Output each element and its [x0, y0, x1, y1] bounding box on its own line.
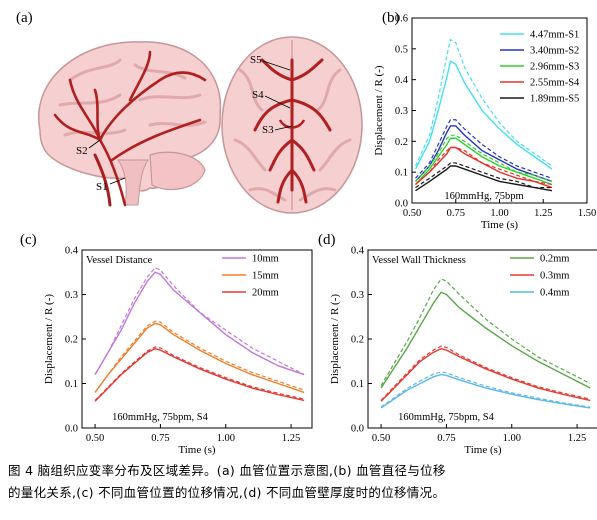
x-tick-label: 0.50	[86, 433, 104, 444]
legend-label: 10mm	[252, 254, 279, 265]
x-tick-label: 0.50	[403, 208, 421, 219]
x-tick-label: 1.00	[490, 208, 508, 219]
x-tick-label: 1.00	[217, 433, 235, 444]
series-line-2	[94, 348, 305, 402]
caption-line-2: 的量化关系,(c) 不同血管位置的位移情况,(d) 不同血管壁厚度时的位移情况。	[8, 485, 446, 500]
series-dashed-line-2	[415, 134, 553, 182]
y-tick-label: 0.0	[395, 199, 408, 210]
axial-brain-image	[221, 36, 363, 214]
y-tick-label: 0.4	[65, 246, 79, 257]
y-tick-label: 0.5	[395, 44, 408, 55]
x-tick-label: 0.50	[372, 433, 390, 444]
x-tick-label: 1.25	[534, 208, 552, 219]
series-dashed-line-0	[380, 278, 591, 387]
x-tick-label: 1.50	[578, 208, 596, 219]
legend-label: 3.40mm-S2	[530, 46, 579, 57]
y-tick-label: 0.6	[395, 14, 408, 25]
legend-label: 0.2mm	[540, 254, 569, 265]
series-line-0	[380, 291, 591, 389]
legend-label: 4.47mm-S1	[530, 30, 579, 41]
chart-annotation: 160mmHg, 75bpm	[444, 191, 523, 202]
chart-d: 0.0 0.1 0.2 0.3 0.4 0.50 0.75 1.00 1.25 Time (s) D…	[329, 246, 597, 456]
y-tick-label: 0.2	[395, 137, 408, 148]
figure-caption: 图 4 脑组织应变率分布及区域差异。(a) 血管位置示意图,(b) 血管直径与位…	[8, 460, 593, 504]
series-dashed-line-1	[94, 320, 305, 393]
label-s4: S4	[252, 89, 264, 101]
x-tick-label: 0.75	[447, 208, 465, 219]
x-tick-label: 1.25	[282, 433, 300, 444]
y-tick-label: 0.1	[65, 379, 78, 390]
sagittal-brain-image	[38, 41, 222, 207]
panel-d-letter: (d)	[318, 232, 336, 248]
series-line-1	[414, 125, 553, 183]
series-line-0	[414, 60, 553, 170]
label-s3: S3	[262, 124, 274, 136]
x-axis-label: Time (s)	[178, 444, 216, 456]
legend-label: 2.55mm-S4	[530, 78, 580, 89]
series-dashed-line-1	[380, 345, 591, 401]
chart-b: 0.0 0.1 0.2 0.3 0.4 0.5 0.6 0.50 0.75 1.00 1.25 1.5…	[373, 14, 596, 232]
y-tick-label: 0.2	[65, 335, 78, 346]
chart-annotation: 160mmHg, 75bpm, S4	[112, 412, 208, 423]
x-axis-label: Time (s)	[464, 444, 502, 456]
panel-a-letter: (a)	[16, 10, 33, 26]
legend-label: 1.89mm-S5	[530, 94, 579, 105]
legend-title: Vessel Wall Thickness	[372, 255, 466, 266]
caption-line-1: 图 4 脑组织应变率分布及区域差异。(a) 血管位置示意图,(b) 血管直径与位…	[8, 463, 446, 478]
y-tick-label: 0.0	[65, 424, 78, 435]
series-dashed-line-2	[94, 346, 305, 401]
y-tick-label: 0.3	[395, 106, 408, 117]
y-tick-label: 0.4	[395, 75, 409, 86]
series-line-1	[380, 348, 591, 402]
x-tick-label: 1.00	[503, 433, 521, 444]
panel-c-letter: (c)	[20, 232, 37, 248]
y-tick-label: 0.1	[351, 379, 364, 390]
legend-label: 15mm	[252, 271, 279, 282]
series-dashed-line-0	[414, 38, 553, 167]
legend-label: 2.96mm-S3	[530, 62, 579, 73]
x-tick-label: 1.25	[568, 433, 586, 444]
legend-title: Vessel Distance	[86, 255, 153, 266]
y-tick-label: 0.0	[351, 424, 364, 435]
y-axis-label: Displacement / R (-)	[329, 294, 341, 384]
panel-b-letter: (b)	[382, 10, 400, 26]
series-dashed-line-0	[94, 267, 305, 376]
y-axis-label: Displacement / R (-)	[373, 65, 385, 155]
x-tick-label: 0.75	[151, 433, 169, 444]
series-line-0	[94, 271, 305, 376]
label-s5: S5	[250, 54, 262, 66]
series-dashed-line-4	[415, 162, 552, 189]
chart-c: 0.0 0.1 0.2 0.3 0.4 0.50 0.75 1.00 1.25 Time (s) D…	[43, 246, 313, 456]
x-axis-label: Time (s)	[481, 219, 519, 231]
series-dashed-line-2	[380, 371, 591, 408]
legend-label: 20mm	[252, 288, 279, 299]
legend-label: 0.3mm	[540, 271, 569, 282]
y-axis-label: Displacement / R (-)	[43, 294, 55, 384]
series-line-1	[94, 322, 305, 394]
x-tick-label: 0.75	[437, 433, 455, 444]
y-tick-label: 0.1	[395, 168, 408, 179]
y-tick-label: 0.2	[351, 335, 364, 346]
series-line-4	[415, 165, 553, 192]
label-s2: S2	[76, 145, 88, 157]
legend-label: 0.4mm	[540, 288, 569, 299]
y-tick-label: 0.3	[351, 290, 364, 301]
brain-illustration: S5 S4 S3 S2 S1	[38, 36, 363, 214]
y-tick-label: 0.3	[65, 290, 78, 301]
series-line-3	[415, 146, 553, 189]
series-line-2	[380, 373, 591, 409]
chart-annotation: 160mmHg, 75bpm, S4	[398, 412, 494, 423]
series-dashed-line-1	[415, 119, 553, 179]
label-s1: S1	[96, 181, 108, 193]
y-tick-label: 0.4	[351, 246, 365, 257]
series-dashed-line-3	[415, 146, 553, 186]
